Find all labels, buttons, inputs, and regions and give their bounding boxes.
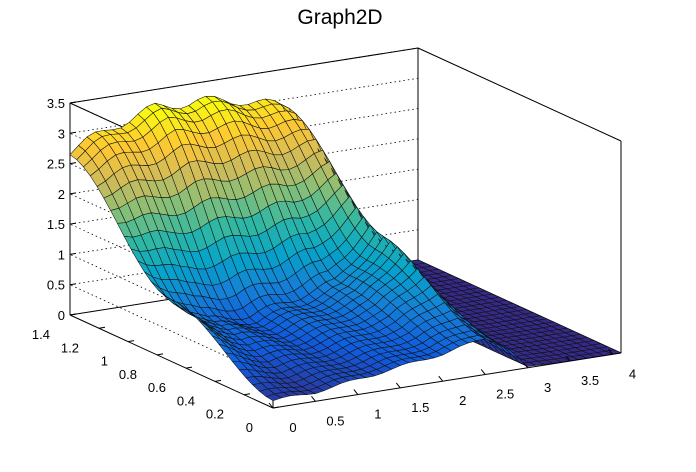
z-tick-label: 2 — [58, 187, 65, 202]
x-tick-label: 0 — [289, 420, 296, 435]
z-tick-mark — [69, 283, 77, 286]
x-tick-mark — [480, 369, 486, 375]
x-tick-mark — [268, 402, 274, 409]
z-tick-mark — [69, 192, 77, 195]
surface-mesh — [69, 96, 622, 401]
y-tick-mark — [214, 379, 222, 382]
front-floor-edge — [272, 352, 622, 409]
z-tick-mark — [69, 131, 77, 134]
x-tick-label: 2.5 — [496, 387, 514, 402]
y-tick-mark — [185, 366, 193, 369]
z-tick-label: 3.5 — [47, 96, 65, 111]
z-tick-mark — [69, 252, 77, 255]
x-tick-label: 2 — [459, 393, 466, 408]
y-tick-label: 0 — [246, 420, 253, 435]
y-tick-mark — [69, 313, 77, 316]
x-tick-mark — [311, 395, 316, 402]
x-tick-label: 0.5 — [326, 413, 344, 428]
y-tick-mark — [243, 393, 251, 396]
y-tick-label: 0.2 — [206, 407, 224, 422]
z-tick-label: 1.5 — [47, 217, 65, 232]
axis-ticks: 0 0.5 1 1.5 2 2.5 3 3.5 0 0.2 0.4 0.6 0.8 1 1.2 1.4 0 0.5… — [32, 96, 636, 435]
y-tick-mark — [127, 340, 135, 343]
z-tick-label: 2.5 — [47, 157, 65, 172]
back-top-edge — [69, 47, 419, 104]
z-tick-label: 1 — [58, 247, 65, 262]
y-tick-mark — [98, 326, 106, 329]
x-tick-label: 4 — [629, 366, 636, 381]
x-tick-mark — [523, 362, 529, 369]
y-tick-label: 1.2 — [61, 340, 79, 355]
x-tick-mark — [565, 355, 571, 362]
y-tick-label: 0.8 — [119, 367, 137, 382]
y-tick-label: 1.4 — [32, 327, 50, 342]
x-tick-mark — [438, 375, 444, 382]
z-tick-mark — [69, 101, 77, 104]
z-tick-mark — [69, 162, 77, 165]
y-tick-label: 0.6 — [148, 380, 166, 395]
x-tick-mark — [395, 382, 401, 389]
x-tick-mark — [608, 349, 613, 355]
y-tick-mark — [272, 406, 280, 409]
x-tick-label: 3.5 — [581, 373, 599, 388]
x-tick-mark — [353, 389, 359, 395]
x-tick-label: 1 — [374, 407, 381, 422]
z-tick-label: 3 — [58, 126, 65, 141]
y-tick-label: 1 — [101, 354, 108, 369]
y-tick-label: 0.4 — [177, 393, 195, 408]
chart-title: Graph2D — [297, 6, 382, 29]
y-tick-mark — [156, 353, 164, 356]
x-tick-label: 3 — [544, 380, 551, 395]
right-top-edge — [417, 47, 622, 142]
z-tick-label: 0.5 — [47, 278, 65, 293]
front-frame — [272, 352, 622, 409]
z-tick-mark — [69, 222, 77, 225]
left-floor-edge — [69, 314, 274, 409]
x-tick-label: 1.5 — [411, 400, 429, 415]
z-tick-label: 0 — [58, 308, 65, 323]
